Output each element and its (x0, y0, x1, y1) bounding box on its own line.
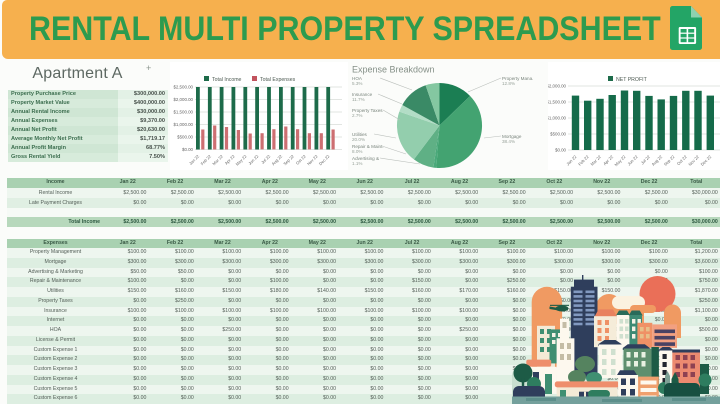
svg-text:Insurance: Insurance (352, 92, 373, 97)
svg-text:$1,000.00: $1,000.00 (548, 116, 567, 121)
svg-text:Expense Breakdown: Expense Breakdown (352, 65, 435, 75)
svg-text:Utilities: Utilities (352, 132, 368, 137)
svg-text:$0.00: $0.00 (182, 147, 194, 152)
svg-text:2.7%: 2.7% (352, 113, 362, 118)
svg-text:$500.00: $500.00 (550, 132, 566, 137)
svg-text:Advertising &: Advertising & (352, 156, 379, 161)
svg-text:Property Mana.: Property Mana. (502, 76, 533, 81)
svg-text:1.1%: 1.1% (352, 161, 362, 166)
svg-text:5.3%: 5.3% (352, 81, 362, 86)
svg-text:8.0%: 8.0% (352, 149, 362, 154)
svg-text:HOA: HOA (352, 76, 363, 81)
svg-text:$2,000.00: $2,000.00 (173, 97, 193, 102)
svg-text:$1,000.00: $1,000.00 (173, 122, 193, 127)
svg-text:$0.00: $0.00 (555, 148, 567, 153)
svg-text:Repair & Maint.: Repair & Maint. (352, 144, 384, 149)
svg-text:Total Expenses: Total Expenses (260, 77, 296, 83)
svg-text:Total Income: Total Income (212, 77, 242, 83)
svg-text:NET PROFIT: NET PROFIT (616, 77, 648, 83)
svg-text:Mortgage: Mortgage (502, 134, 522, 139)
svg-text:$500.00: $500.00 (177, 135, 193, 140)
svg-text:12.8%: 12.8% (502, 81, 515, 86)
svg-text:20.0%: 20.0% (352, 137, 365, 142)
svg-text:Property Taxes: Property Taxes (352, 108, 383, 113)
svg-text:11.7%: 11.7% (352, 97, 365, 102)
svg-text:Jul 22: Jul 22 (640, 154, 652, 166)
svg-text:$1,500.00: $1,500.00 (173, 110, 193, 115)
svg-text:Jul 22: Jul 22 (260, 153, 272, 165)
svg-text:$2,000.00: $2,000.00 (548, 84, 567, 89)
svg-text:$1,500.00: $1,500.00 (548, 100, 567, 105)
svg-text:$2,500.00: $2,500.00 (173, 85, 193, 90)
svg-text:38.4%: 38.4% (502, 139, 515, 144)
